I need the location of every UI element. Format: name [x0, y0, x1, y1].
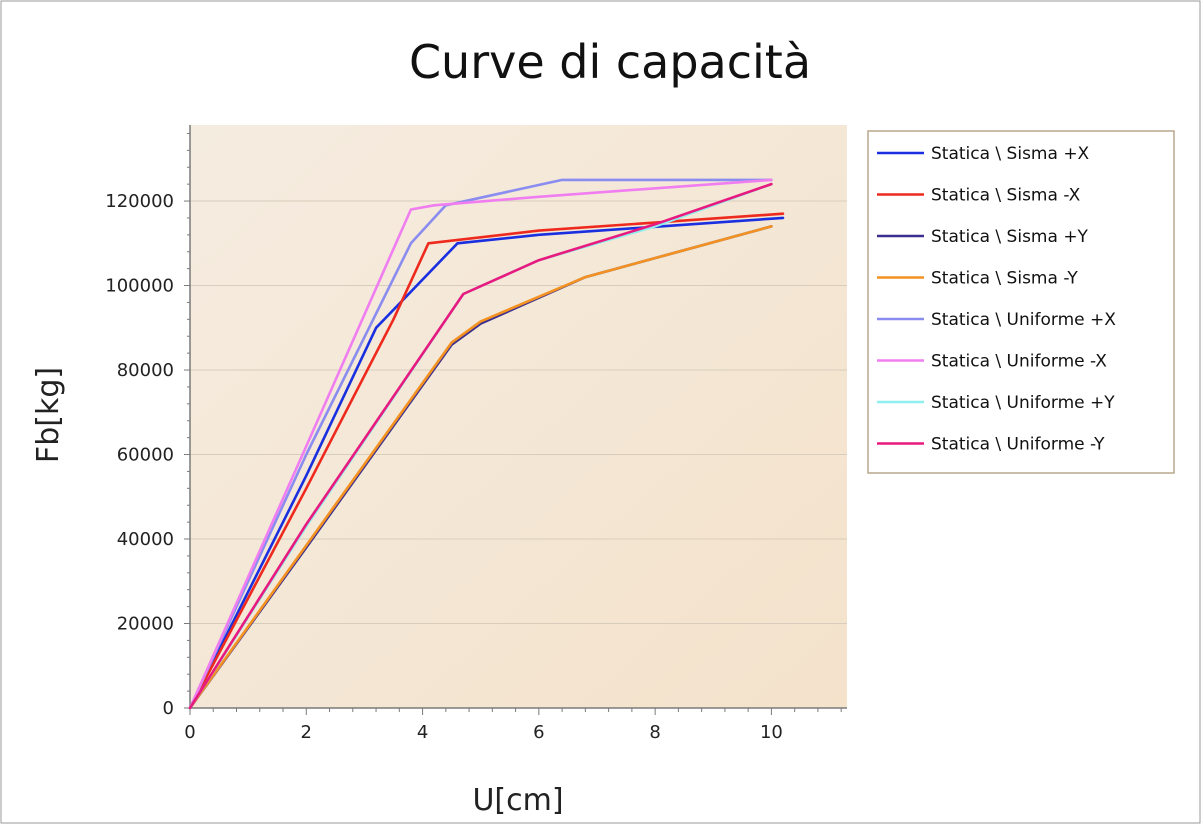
legend-entry-label: Statica \ Sisma +Y	[931, 227, 1089, 247]
y-tick-label: 80000	[117, 360, 174, 381]
x-tick-label: 2	[301, 722, 312, 743]
axes: 0 20000 40000 60000 80000 100000 120000 0 2 4 6 8 10	[105, 125, 847, 743]
y-tick-label: 60000	[117, 445, 174, 466]
legend: Statica \ Sisma +X Statica \ Sisma -X Stat…	[867, 130, 1175, 474]
legend-entry-label: Statica \ Uniforme +X	[931, 310, 1116, 330]
legend-entry-label: Statica \ Uniforme -Y	[931, 435, 1105, 455]
y-tick-label: 100000	[105, 276, 174, 297]
x-tick-label: 4	[417, 722, 428, 743]
series-line-4	[188, 225, 773, 710]
y-tick-label: 0	[163, 698, 174, 719]
series-line-2	[188, 212, 785, 710]
chart-title: Curve di capacità	[409, 35, 811, 89]
series-line-5	[188, 178, 773, 710]
legend-box	[867, 130, 1175, 474]
legend-entry-label: Statica \ Sisma +X	[931, 144, 1090, 164]
legend-entry-label: Statica \ Sisma -X	[931, 186, 1081, 206]
plot-area	[190, 125, 847, 708]
y-tick-label: 120000	[105, 191, 174, 212]
legend-entry-label: Statica \ Sisma -Y	[931, 269, 1078, 289]
x-tick-label: 0	[184, 722, 195, 743]
legend-entry-label: Statica \ Uniforme +Y	[931, 393, 1115, 413]
x-axis-title: U[cm]	[472, 783, 563, 818]
series-line-1	[188, 216, 785, 710]
y-tick-label: 40000	[117, 529, 174, 550]
y-tick-label: 20000	[117, 614, 174, 635]
series-line-8	[188, 182, 773, 710]
x-tick-label: 6	[533, 722, 544, 743]
legend-entry-label: Statica \ Uniforme -X	[931, 352, 1107, 372]
x-tick-label: 10	[760, 722, 783, 743]
y-axis-title: Fb[kg]	[31, 367, 66, 463]
x-tick-label: 8	[649, 722, 660, 743]
series-lines	[188, 178, 785, 710]
series-line-6	[188, 178, 773, 710]
